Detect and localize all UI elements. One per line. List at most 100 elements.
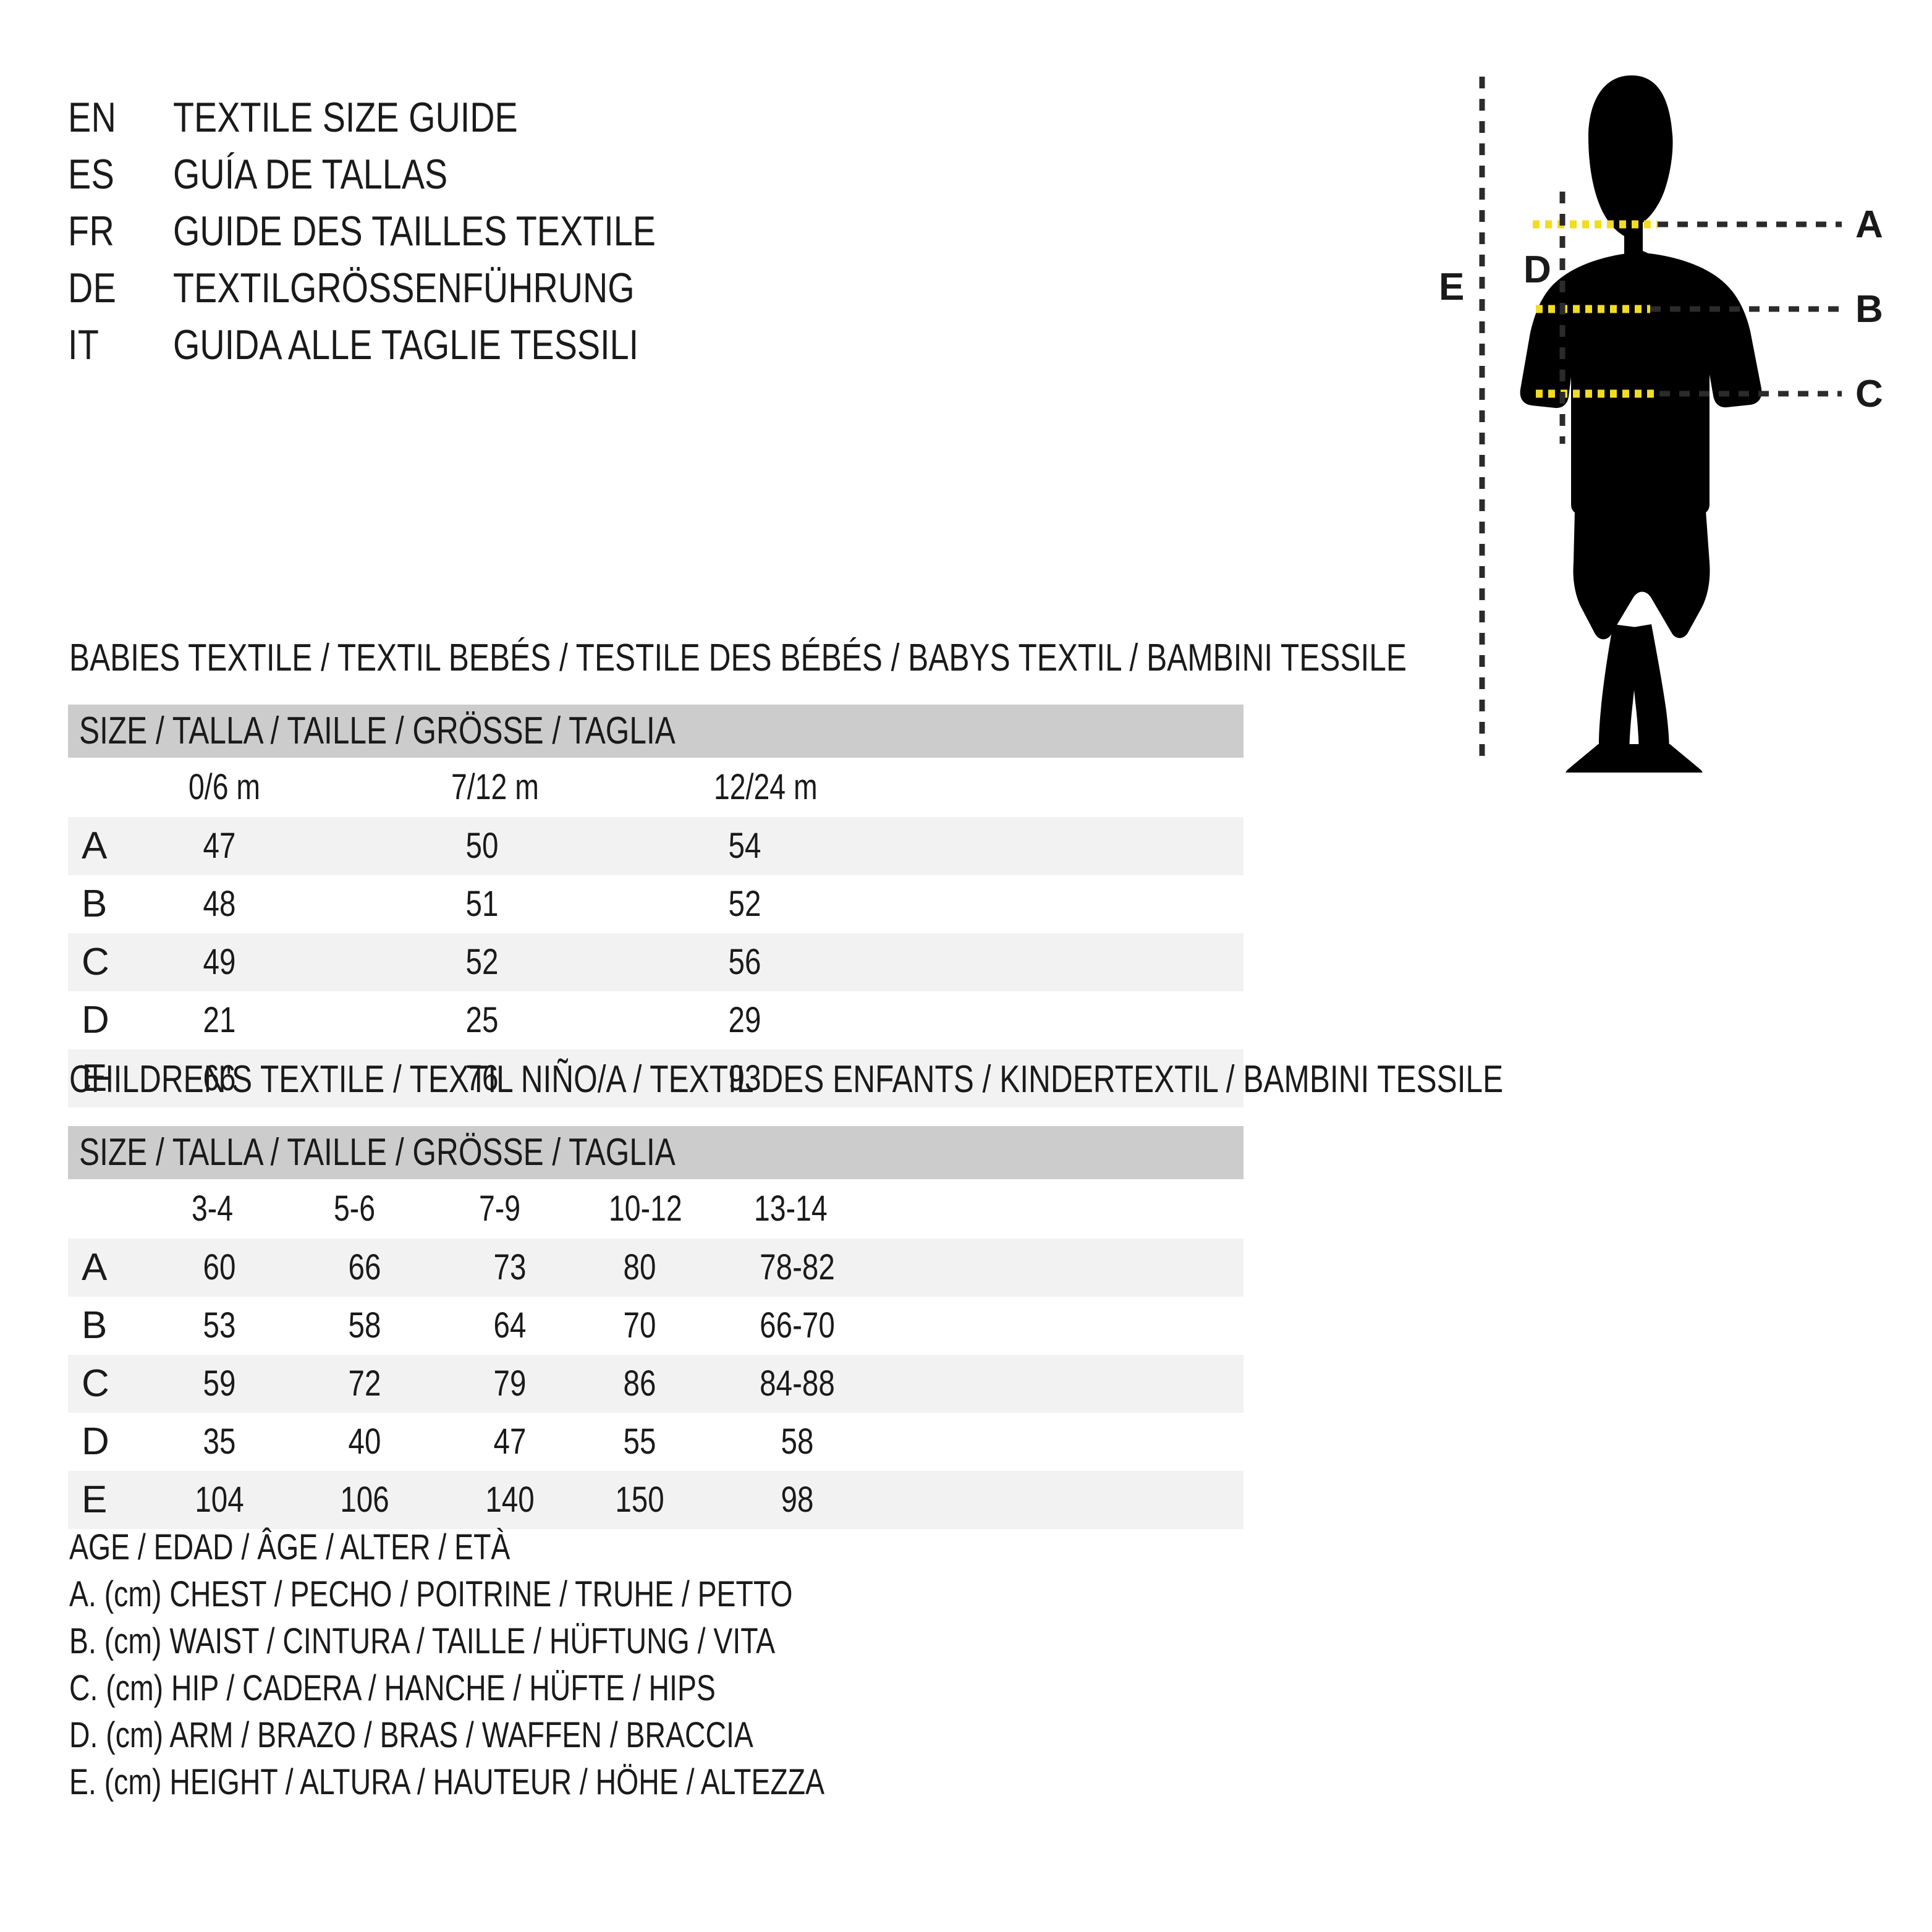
marker-label-e: E [1439,266,1465,308]
table-row: D 35 40 47 55 58 [68,1413,1244,1471]
legend-row-a: A. (cm) CHEST / PECHO / POITRINE / TRUHE… [69,1574,1244,1621]
child-silhouette-diagram [1479,75,1842,773]
language-row-fr: FR GUIDE DES TAILLES TEXTILE [68,206,1242,263]
babies-cell-0-1: 50 [465,826,499,866]
legend-row-c: C. (cm) HIP / CADERA / HANCHE / HÜFTE / … [69,1667,1244,1714]
table-row: C 49 52 56 [68,933,1244,991]
babies-table-header-bar: SIZE / TALLA / TAILLE / GRÖSSE / TAGLIA [68,705,1244,758]
language-code-en: EN [68,94,117,141]
language-title-de: TEXTILGRÖSSENFÜHRUNG [173,265,635,311]
babies-row-label-4: E [82,1057,108,1099]
language-row-de: DE TEXTILGRÖSSENFÜHRUNG [68,263,1242,320]
language-title-fr: GUIDE DES TAILLES TEXTILE [173,208,656,255]
children-cell-3-2: 47 [493,1421,527,1462]
marker-label-d: D [1523,248,1551,291]
children-cell-2-2: 79 [493,1363,527,1404]
babies-row-label-1: B [82,883,108,925]
babies-cell-2-1: 52 [465,942,499,982]
children-column-header-4: 13-14 [754,1188,828,1229]
babies-cell-2-0: 49 [203,942,236,982]
legend-line-b-waist: B. (cm) WAIST / CINTURA / TAILLE / HÜFTU… [69,1621,776,1661]
language-row-it: IT GUIDA ALLE TAGLIE TESSILI [68,320,1242,377]
children-cell-1-4: 66-70 [760,1305,835,1345]
legend-line-c-hip: C. (cm) HIP / CADERA / HANCHE / HÜFTE / … [69,1668,716,1708]
language-code-it: IT [68,321,100,368]
children-cell-4-0: 104 [195,1480,244,1520]
babies-cell-3-0: 21 [203,1000,236,1040]
legend-row-age: AGE / EDAD / ÂGE / ALTER / ETÀ [69,1527,1244,1574]
babies-cell-4-2: 93 [728,1058,761,1098]
children-column-header-0: 3-4 [192,1188,234,1229]
children-table-header-bar: SIZE / TALLA / TAILLE / GRÖSSE / TAGLIA [68,1126,1244,1179]
babies-section-title: BABIES TEXTILE / TEXTIL BEBÉS / TESTILE … [69,637,1407,679]
children-cell-4-2: 140 [485,1480,535,1520]
babies-cell-0-0: 47 [203,826,236,866]
table-row: E 66 76 93 [68,1049,1244,1108]
table-row: A 60 66 73 80 78-82 [68,1239,1244,1297]
babies-cell-3-1: 25 [465,1000,499,1040]
children-column-header-3: 10-12 [609,1188,682,1229]
table-row: B 48 51 52 [68,875,1244,933]
language-title-en: TEXTILE SIZE GUIDE [173,94,518,141]
marker-label-a: A [1855,203,1883,246]
children-cell-0-2: 73 [493,1247,527,1287]
children-row-label-0: A [82,1246,108,1289]
babies-column-header-0: 0/6 m [189,767,261,807]
language-code-fr: FR [68,208,115,255]
legend-row-d: D. (cm) ARM / BRAZO / BRAS / WAFFEN / BR… [69,1714,1244,1761]
babies-row-label-2: C [82,941,109,983]
babies-cell-1-2: 52 [728,884,761,924]
babies-column-header-1: 7/12 m [451,767,539,807]
legend-row-b: B. (cm) WAIST / CINTURA / TAILLE / HÜFTU… [69,1621,1244,1667]
children-cell-1-2: 64 [493,1305,527,1345]
table-row: A 47 50 54 [68,817,1244,875]
marker-label-c: C [1855,373,1883,415]
legend-line-e-height: E. (cm) HEIGHT / ALTURA / HAUTEUR / HÖHE… [69,1762,825,1802]
babies-row-label-3: D [82,999,109,1041]
children-cell-1-3: 70 [623,1305,656,1345]
language-row-es: ES GUÍA DE TALLAS [68,150,1242,206]
children-row-label-3: D [82,1420,109,1463]
babies-cell-4-0: 66 [203,1058,236,1098]
children-cell-3-3: 55 [623,1421,656,1462]
language-code-es: ES [68,151,115,198]
babies-size-table: SIZE / TALLA / TAILLE / GRÖSSE / TAGLIA … [68,705,1244,1108]
language-title-it: GUIDA ALLE TAGLIE TESSILI [173,321,639,368]
babies-cell-3-2: 29 [728,1000,761,1040]
children-size-table: SIZE / TALLA / TAILLE / GRÖSSE / TAGLIA … [68,1126,1244,1529]
babies-cell-1-1: 51 [465,884,499,924]
children-cell-3-4: 58 [781,1421,814,1462]
babies-cell-2-2: 56 [728,942,761,982]
language-row-en: EN TEXTILE SIZE GUIDE [68,93,1242,150]
children-cell-0-3: 80 [623,1247,656,1287]
marker-label-b: B [1855,288,1883,331]
children-cell-1-0: 53 [203,1305,236,1345]
children-cell-4-3: 150 [615,1480,664,1520]
table-row: B 53 58 64 70 66-70 [68,1297,1244,1355]
table-row: C 59 72 79 86 84-88 [68,1355,1244,1413]
legend-row-e: E. (cm) HEIGHT / ALTURA / HAUTEUR / HÖHE… [69,1761,1244,1808]
child-silhouette-icon [1520,75,1762,773]
legend-line-age: AGE / EDAD / ÂGE / ALTER / ETÀ [69,1527,511,1567]
language-title-block: EN TEXTILE SIZE GUIDE ES GUÍA DE TALLAS … [68,93,1242,377]
children-row-label-1: B [82,1304,108,1347]
children-cell-0-1: 66 [348,1247,381,1287]
babies-row-label-0: A [82,824,108,867]
measurement-legend: AGE / EDAD / ÂGE / ALTER / ETÀ A. (cm) C… [69,1527,1244,1808]
babies-cell-1-0: 48 [203,884,236,924]
children-column-header-1: 5-6 [334,1188,376,1229]
children-cell-2-4: 84-88 [760,1363,835,1404]
babies-size-header-label: SIZE / TALLA / TAILLE / GRÖSSE / TAGLIA [79,710,676,752]
children-cell-4-4: 98 [781,1480,814,1520]
babies-cell-4-1: 76 [465,1058,499,1098]
children-cell-4-1: 106 [340,1480,389,1520]
legend-line-d-arm: D. (cm) ARM / BRAZO / BRAS / WAFFEN / BR… [69,1715,753,1755]
babies-cell-0-2: 54 [728,826,761,866]
table-row: D 21 25 29 [68,991,1244,1049]
children-row-label-4: E [82,1478,108,1521]
legend-line-a-chest: A. (cm) CHEST / PECHO / POITRINE / TRUHE… [69,1574,793,1614]
children-size-header-label: SIZE / TALLA / TAILLE / GRÖSSE / TAGLIA [79,1131,676,1174]
children-cell-3-1: 40 [348,1421,381,1462]
children-cell-2-3: 86 [623,1363,656,1404]
children-cell-2-1: 72 [348,1363,381,1404]
